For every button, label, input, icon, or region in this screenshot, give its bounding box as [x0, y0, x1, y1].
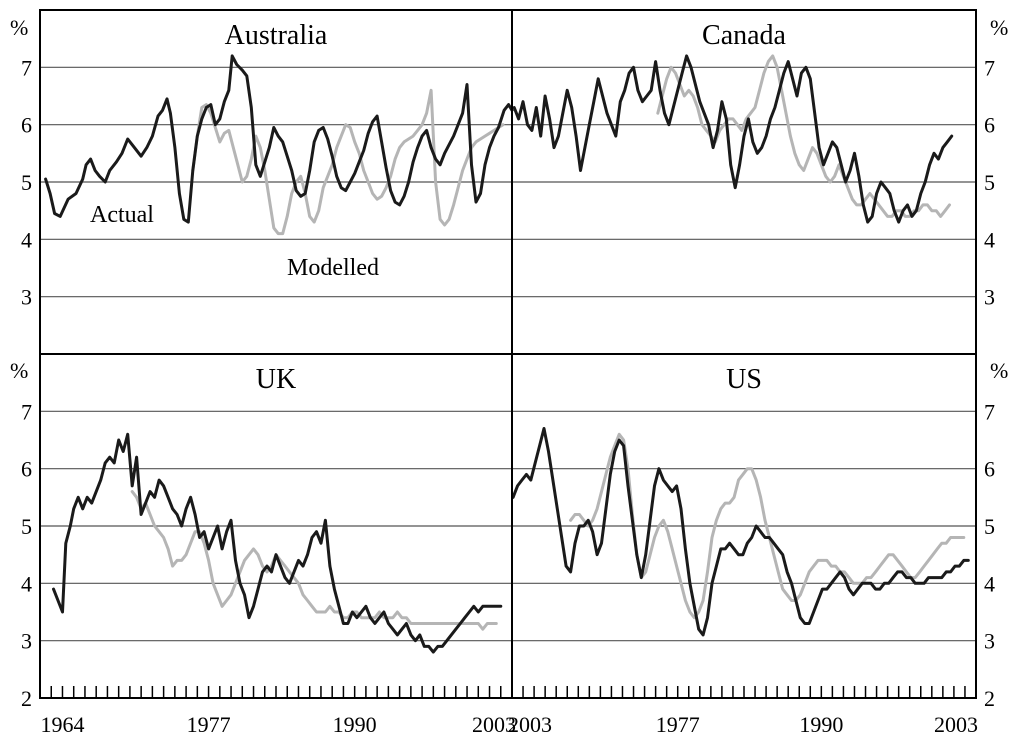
canada-y-tick-6: 6: [984, 113, 995, 138]
us-y-tick-3: 3: [984, 629, 995, 654]
australia-y-tick-6: 6: [21, 113, 32, 138]
uk-y-tick-7: 7: [21, 399, 32, 424]
australia-series-actual: [44, 54, 514, 224]
canada-y-tick-4: 4: [984, 227, 995, 252]
unit-label-bottom-left: %: [10, 358, 28, 383]
uk-y-tick-6: 6: [21, 457, 32, 482]
us-series-actual: [511, 427, 970, 637]
canada-series-actual: [512, 54, 954, 224]
us-y-tick-5: 5: [984, 514, 995, 539]
canada-panel-title: Canada: [702, 20, 787, 51]
annotation-actual: Actual: [90, 202, 154, 228]
us-y-tick-4: 4: [984, 571, 995, 596]
x-tick-label-right-1977: 1977: [656, 712, 700, 737]
australia-y-tick-7: 7: [21, 55, 32, 80]
canada-y-tick-7: 7: [984, 55, 995, 80]
x-tick-label-left-2003: 2003: [472, 712, 516, 737]
uk-y-tick-3: 3: [21, 629, 32, 654]
australia-y-tick-4: 4: [21, 227, 32, 252]
us-y-tick-6: 6: [984, 457, 995, 482]
uk-y-tick-2: 2: [21, 686, 32, 711]
gridlines: [40, 66, 976, 642]
unit-label-top-right: %: [990, 15, 1008, 40]
x-tick-label-left-1964: 1964: [40, 712, 84, 737]
x-tick-label-right-1990: 1990: [799, 712, 843, 737]
australia-y-tick-5: 5: [21, 170, 32, 195]
annotation-modelled: Modelled: [287, 255, 379, 281]
australia-series-modelled: [191, 88, 505, 236]
us-y-tick-7: 7: [984, 399, 995, 424]
x-axis-ticks: [50, 686, 966, 698]
uk-panel-title: UK: [256, 364, 296, 395]
australia-y-tick-3: 3: [21, 285, 32, 310]
x-tick-label-left-1990: 1990: [333, 712, 377, 737]
canada-y-tick-5: 5: [984, 170, 995, 195]
chart-labels: % % % % Actual Modelled 3 4 5 6 7 Australia 3 4…: [10, 15, 1008, 737]
us-panel-title: US: [726, 364, 762, 395]
canada-series-modelled: [656, 54, 951, 218]
x-tick-label-left-1977: 1977: [187, 712, 231, 737]
canada-y-tick-3: 3: [984, 285, 995, 310]
uk-y-tick-4: 4: [21, 571, 32, 596]
us-y-tick-2: 2: [984, 686, 995, 711]
unit-label-bottom-right: %: [990, 358, 1008, 383]
uk-y-tick-5: 5: [21, 514, 32, 539]
series-lines: [44, 54, 970, 654]
panel-frames: [39, 9, 977, 699]
x-tick-label-right-2003: 2003: [508, 712, 552, 737]
australia-panel-title: Australia: [225, 20, 328, 51]
unit-label-top-left: %: [10, 15, 28, 40]
uk-series-modelled: [130, 490, 498, 631]
x-tick-label-right-2003: 2003: [934, 712, 978, 737]
uk-series-actual: [52, 432, 503, 654]
